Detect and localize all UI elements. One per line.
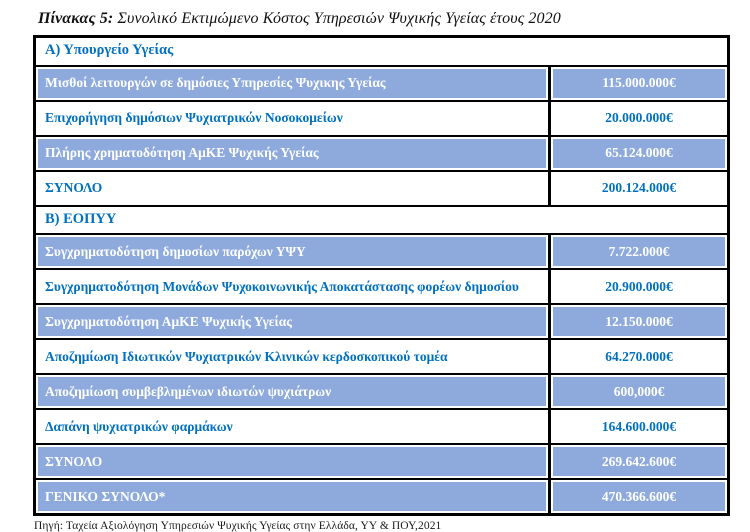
row-value: 164.600.000€	[548, 408, 730, 446]
table-title-text: Συνολικό Εκτιμώμενο Κόστος Υπηρεσιών Ψυχ…	[113, 10, 561, 27]
table-row: Συγχρηματοδότηση Μονάδων Ψυχοκοινωνικής …	[33, 268, 730, 306]
row-label: Αποζημίωση Ιδιωτικών Ψυχιατρικών Κλινικώ…	[33, 338, 551, 376]
row-label: Αποζημίωση συμβεβλημένων ιδιωτών ψυχιάτρ…	[33, 373, 551, 411]
table-row: ΓΕΝΙΚΟ ΣΥΝΟΛΟ* 470.366.600€	[33, 478, 730, 516]
table-row: Συγχρηματοδότηση ΑμΚΕ Ψυχικής Υγείας 12.1…	[33, 303, 730, 341]
cost-table: Α) Υπουργείο Υγείας Μισθοί λειτουργών σε …	[33, 35, 730, 517]
table-row: Επιχορήγηση δημόσιων Ψυχιατρικών Νοσοκομ…	[33, 99, 730, 137]
row-value: 600,000€	[548, 373, 730, 411]
table-row: Μισθοί λειτουργών σε δημόσιες Υπηρεσίες …	[33, 64, 730, 102]
table-row: Πλήρης χρηματοδότηση ΑμΚΕ Ψυχικής Υγείας…	[33, 134, 730, 172]
row-value: 20.900.000€	[548, 268, 730, 306]
table-row: Αποζημίωση συμβεβλημένων ιδιωτών ψυχιάτρ…	[33, 373, 730, 411]
table-row: Αποζημίωση Ιδιωτικών Ψυχιατρικών Κλινικώ…	[33, 338, 730, 376]
table-title: Πίνακας 5: Συνολικό Εκτιμώμενο Κόστος Υπ…	[38, 10, 750, 28]
table-row: ΣΥΝΟΛΟ 200.124.000€	[33, 169, 730, 207]
row-value: 7.722.000€	[548, 233, 730, 271]
row-label: Δαπάνη ψυχιατρικών φαρμάκων	[33, 408, 551, 446]
table-row: ΣΥΝΟΛΟ 269.642.600€	[33, 443, 730, 481]
row-label: Πλήρης χρηματοδότηση ΑμΚΕ Ψυχικής Υγείας	[33, 134, 551, 172]
table-title-number: Πίνακας 5:	[38, 10, 114, 27]
table-row: Δαπάνη ψυχιατρικών φαρμάκων 164.600.000€	[33, 408, 730, 446]
row-label: ΣΥΝΟΛΟ	[33, 169, 551, 207]
row-value: 12.150.000€	[548, 303, 730, 341]
row-label: Συγχρηματοδότηση Μονάδων Ψυχοκοινωνικής …	[33, 268, 551, 306]
row-value: 115.000.000€	[548, 64, 730, 102]
row-label: Συγχρηματοδότηση δημοσίων παρόχων ΥΨΥ	[33, 233, 551, 271]
row-label: ΓΕΝΙΚΟ ΣΥΝΟΛΟ*	[33, 478, 551, 516]
row-value: 20.000.000€	[548, 99, 730, 137]
section-header-row: Β) ΕΟΠΥΥ	[33, 204, 730, 236]
section-header-label: Β) ΕΟΠΥΥ	[33, 204, 730, 236]
row-value: 470.366.600€	[548, 478, 730, 516]
row-value: 200.124.000€	[548, 169, 730, 207]
row-label: Συγχρηματοδότηση ΑμΚΕ Ψυχικής Υγείας	[33, 303, 551, 341]
row-value: 65.124.000€	[548, 134, 730, 172]
row-value: 64.270.000€	[548, 338, 730, 376]
cost-table-body: Α) Υπουργείο Υγείας Μισθοί λειτουργών σε …	[33, 35, 730, 516]
row-value: 269.642.600€	[548, 443, 730, 481]
table-row: Συγχρηματοδότηση δημοσίων παρόχων ΥΨΥ 7.7…	[33, 233, 730, 271]
source-note: Πηγή: Ταχεία Αξιολόγηση Υπηρεσιών Ψυχική…	[34, 520, 442, 532]
row-label: Μισθοί λειτουργών σε δημόσιες Υπηρεσίες …	[33, 64, 551, 102]
row-label: ΣΥΝΟΛΟ	[33, 443, 551, 481]
section-header-row: Α) Υπουργείο Υγείας	[33, 35, 730, 67]
row-label: Επιχορήγηση δημόσιων Ψυχιατρικών Νοσοκομ…	[33, 99, 551, 137]
section-header-label: Α) Υπουργείο Υγείας	[33, 35, 730, 67]
